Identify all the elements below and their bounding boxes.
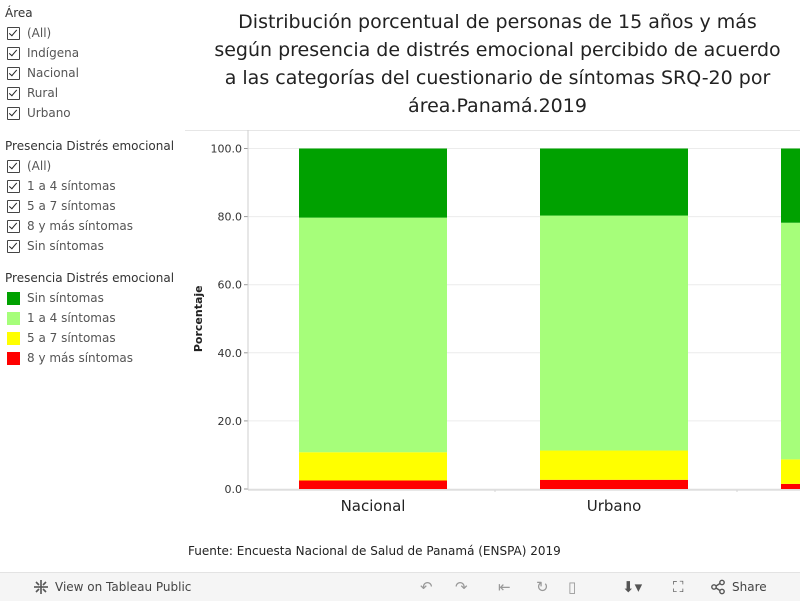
y-tick-label: 100.0 xyxy=(211,143,243,156)
bar-segment xyxy=(299,217,447,453)
y-tick-label: 0.0 xyxy=(225,483,243,496)
x-category-label: Nacional xyxy=(341,497,406,515)
legend-item-5a7[interactable]: 5 a 7 síntomas xyxy=(7,329,116,347)
share-button[interactable]: Share xyxy=(710,579,767,595)
checkbox-checked-icon[interactable] xyxy=(7,239,20,253)
presencia-filter-all[interactable]: (All) xyxy=(7,157,51,175)
checkbox-checked-icon[interactable] xyxy=(7,26,20,40)
revert-icon[interactable]: ⇤ xyxy=(498,578,511,596)
fullscreen-icon[interactable]: ⛶ xyxy=(673,578,684,596)
tableau-toolbar: View on Tableau Public ↶ ↷ ⇤ ↻ ▯ ⬇▾ ⛶ Sh… xyxy=(0,572,800,601)
undo-icon[interactable]: ↶ xyxy=(420,578,433,596)
checkbox-checked-icon[interactable] xyxy=(7,159,20,173)
redo-icon[interactable]: ↷ xyxy=(455,578,468,596)
presencia-filter-sin[interactable]: Sin síntomas xyxy=(7,237,104,255)
area-filter-title: Área xyxy=(5,6,33,20)
area-filter-all[interactable]: (All) xyxy=(7,24,51,42)
legend-item-sin-sintomas[interactable]: Sin síntomas xyxy=(7,289,104,307)
stacked-bar-chart: 0.0 20.0 40.0 60.0 80.0 100.0 Porcentaje Nacion… xyxy=(185,130,800,515)
bar-segment xyxy=(781,459,800,484)
legend-item-1a4[interactable]: 1 a 4 síntomas xyxy=(7,309,116,327)
area-filter-urbano[interactable]: Urbano xyxy=(7,104,71,122)
bar-segment xyxy=(781,148,800,223)
bar-segment xyxy=(540,450,688,480)
y-tick-label: 80.0 xyxy=(218,211,243,224)
chart-title: Distribución porcentual de personas de 1… xyxy=(214,11,781,117)
bar-segment xyxy=(299,480,447,489)
bar-segment xyxy=(781,222,800,460)
legend-swatch xyxy=(7,351,20,365)
area-filter-nacional[interactable]: Nacional xyxy=(7,64,79,82)
view-on-tableau-link[interactable]: View on Tableau Public xyxy=(33,579,191,595)
bar-segment xyxy=(540,215,688,451)
bar-segment xyxy=(540,148,688,216)
checkbox-checked-icon[interactable] xyxy=(7,179,20,193)
pause-icon[interactable]: ▯ xyxy=(568,578,577,596)
presencia-filter-8mas[interactable]: 8 y más síntomas xyxy=(7,217,133,235)
checkbox-checked-icon[interactable] xyxy=(7,199,20,213)
checkbox-checked-icon[interactable] xyxy=(7,66,20,80)
download-icon[interactable]: ⬇▾ xyxy=(622,578,643,596)
bar-segment xyxy=(299,452,447,481)
y-tick-label: 60.0 xyxy=(218,279,243,292)
area-filter-rural[interactable]: Rural xyxy=(7,84,58,102)
source-note: Fuente: Encuesta Nacional de Salud de Pa… xyxy=(188,544,561,558)
y-axis-label: Porcentaje xyxy=(192,285,205,352)
legend-swatch xyxy=(7,331,20,345)
tableau-logo-icon xyxy=(34,580,48,594)
bar-segment xyxy=(540,479,688,489)
checkbox-checked-icon[interactable] xyxy=(7,219,20,233)
x-category-label: Urbano xyxy=(587,497,642,515)
y-tick-label: 20.0 xyxy=(218,415,243,428)
checkbox-checked-icon[interactable] xyxy=(7,106,20,120)
legend-title: Presencia Distrés emocional xyxy=(5,271,175,285)
checkbox-checked-icon[interactable] xyxy=(7,86,20,100)
bar-segment xyxy=(299,148,447,218)
refresh-icon[interactable]: ↻ xyxy=(536,578,549,596)
legend-swatch xyxy=(7,311,20,325)
area-filter-indigena[interactable]: Indígena xyxy=(7,44,79,62)
legend-item-8mas[interactable]: 8 y más síntomas xyxy=(7,349,133,367)
legend-swatch xyxy=(7,291,20,305)
presencia-filter-1a4[interactable]: 1 a 4 síntomas xyxy=(7,177,116,195)
checkbox-checked-icon[interactable] xyxy=(7,46,20,60)
presencia-filter-title: Presencia Distrés emocional xyxy=(5,139,175,153)
bar-segment xyxy=(781,483,800,489)
share-icon xyxy=(711,579,725,595)
presencia-filter-5a7[interactable]: 5 a 7 síntomas xyxy=(7,197,116,215)
y-tick-label: 40.0 xyxy=(218,347,243,360)
